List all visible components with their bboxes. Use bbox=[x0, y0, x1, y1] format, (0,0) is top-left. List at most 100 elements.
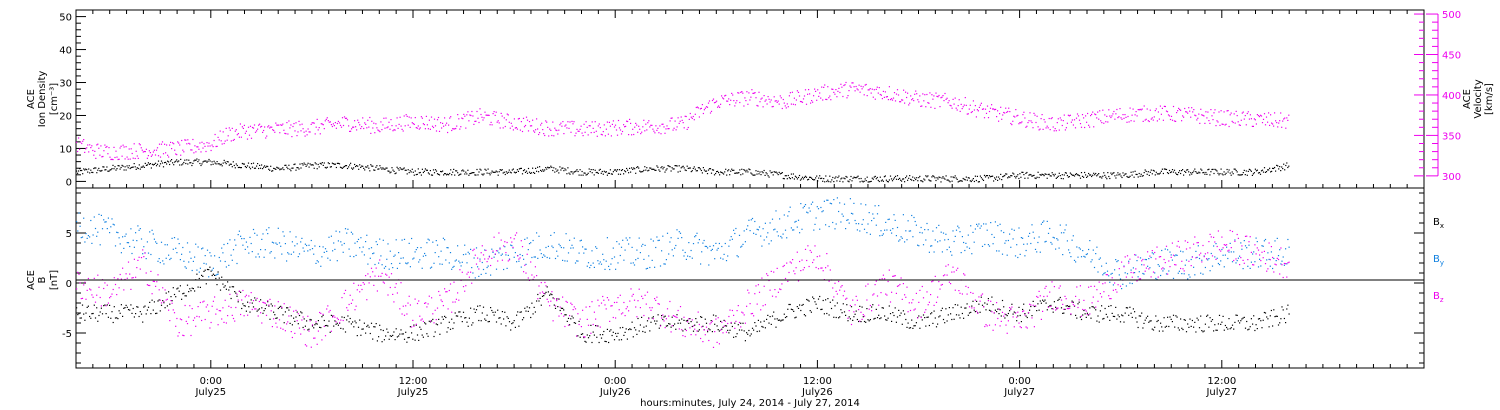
data-point bbox=[131, 277, 133, 279]
data-point bbox=[378, 168, 380, 170]
data-point bbox=[876, 213, 879, 215]
data-point bbox=[142, 249, 144, 251]
data-point bbox=[230, 140, 232, 142]
data-point bbox=[201, 163, 203, 165]
data-point bbox=[77, 271, 79, 273]
data-point bbox=[316, 323, 318, 325]
data-point bbox=[403, 167, 405, 169]
data-point bbox=[116, 294, 118, 296]
data-point bbox=[1031, 121, 1033, 124]
data-point bbox=[196, 273, 198, 275]
data-point bbox=[1227, 171, 1229, 173]
data-point bbox=[1183, 273, 1185, 275]
data-point bbox=[198, 271, 200, 273]
data-point bbox=[986, 175, 989, 177]
data-point bbox=[460, 173, 462, 175]
data-point bbox=[1108, 305, 1110, 307]
data-point bbox=[1230, 112, 1232, 114]
data-point bbox=[1278, 168, 1280, 170]
data-point bbox=[940, 181, 942, 183]
data-point bbox=[562, 167, 564, 169]
data-point bbox=[621, 169, 624, 171]
data-point bbox=[188, 316, 190, 318]
data-point bbox=[582, 333, 584, 335]
data-point bbox=[248, 134, 251, 136]
data-point bbox=[144, 162, 146, 164]
data-point bbox=[267, 165, 269, 168]
data-point bbox=[117, 158, 119, 161]
data-point bbox=[1254, 168, 1256, 170]
data-point bbox=[1115, 259, 1117, 261]
data-point bbox=[186, 159, 188, 161]
data-point bbox=[597, 260, 599, 262]
data-point bbox=[1164, 248, 1166, 250]
data-point bbox=[199, 286, 201, 288]
data-point bbox=[1206, 173, 1208, 175]
data-point bbox=[1157, 319, 1159, 322]
data-point bbox=[202, 161, 204, 163]
data-point bbox=[1162, 270, 1164, 272]
data-point bbox=[1114, 269, 1116, 271]
data-point bbox=[231, 166, 233, 168]
data-point bbox=[1063, 312, 1065, 314]
data-point bbox=[128, 165, 130, 167]
data-point bbox=[218, 139, 220, 141]
data-point bbox=[280, 305, 282, 307]
data-point bbox=[558, 172, 560, 174]
data-point bbox=[978, 223, 980, 225]
data-point bbox=[813, 179, 815, 181]
data-point bbox=[554, 257, 557, 260]
data-point bbox=[190, 149, 192, 151]
data-point bbox=[1129, 107, 1131, 109]
data-point bbox=[1017, 174, 1019, 176]
data-point bbox=[76, 221, 78, 223]
data-point bbox=[251, 308, 253, 311]
data-point bbox=[217, 163, 219, 165]
data-point bbox=[76, 288, 78, 290]
data-point bbox=[231, 259, 233, 261]
data-point bbox=[245, 310, 247, 312]
data-point bbox=[194, 317, 196, 319]
data-point bbox=[224, 260, 226, 263]
data-point bbox=[479, 108, 481, 110]
data-point bbox=[1195, 171, 1197, 173]
data-point bbox=[429, 267, 432, 269]
data-point bbox=[1064, 229, 1066, 231]
data-point bbox=[722, 326, 724, 328]
data-point bbox=[223, 142, 225, 145]
data-point bbox=[190, 162, 192, 164]
data-point bbox=[924, 179, 926, 181]
data-point bbox=[611, 334, 613, 337]
data-point bbox=[248, 166, 251, 168]
data-point bbox=[266, 165, 268, 167]
data-point bbox=[945, 98, 947, 100]
data-point bbox=[287, 252, 289, 254]
data-point bbox=[1011, 175, 1013, 177]
data-point bbox=[1059, 117, 1061, 119]
data-point bbox=[122, 236, 124, 238]
data-point bbox=[721, 328, 723, 330]
data-point bbox=[993, 180, 995, 182]
data-point bbox=[883, 96, 885, 98]
data-point bbox=[1135, 111, 1137, 113]
data-point bbox=[185, 139, 187, 141]
data-point bbox=[613, 169, 616, 171]
data-point bbox=[1264, 238, 1267, 241]
data-point bbox=[347, 228, 349, 230]
data-point bbox=[253, 124, 256, 126]
data-point bbox=[1063, 114, 1065, 116]
data-point bbox=[370, 247, 373, 249]
data-point bbox=[619, 129, 622, 131]
data-point bbox=[183, 161, 185, 164]
data-point bbox=[1030, 174, 1032, 176]
data-point bbox=[1077, 115, 1080, 117]
data-point bbox=[666, 125, 668, 127]
data-point bbox=[467, 169, 469, 171]
data-point bbox=[1160, 113, 1162, 115]
data-point bbox=[527, 310, 529, 312]
data-point bbox=[1157, 264, 1159, 266]
data-point bbox=[494, 114, 496, 116]
data-point bbox=[1213, 172, 1215, 175]
data-point bbox=[187, 163, 189, 165]
data-point bbox=[406, 341, 408, 343]
